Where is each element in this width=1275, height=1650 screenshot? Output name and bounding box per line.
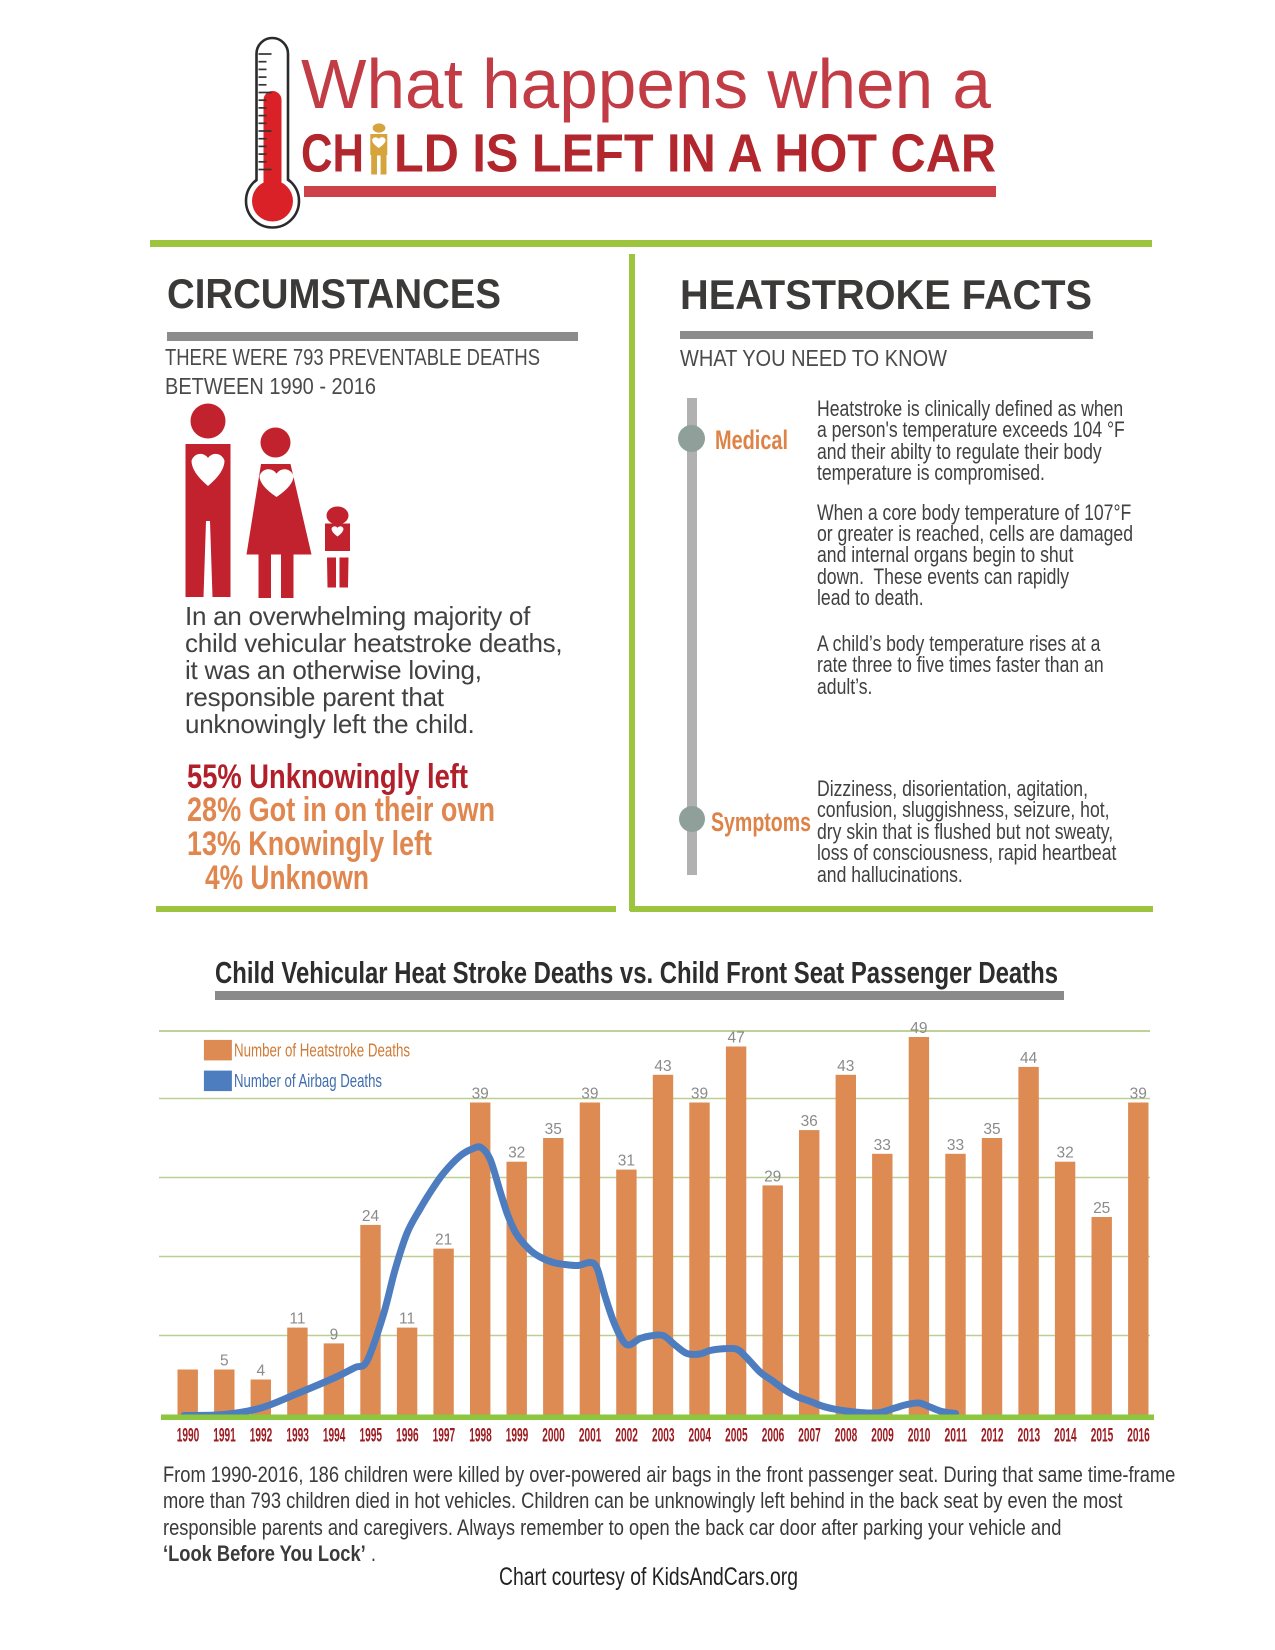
svg-text:31: 31 — [618, 1153, 635, 1170]
svg-text:39: 39 — [581, 1086, 598, 1103]
svg-text:1997: 1997 — [433, 1426, 456, 1447]
svg-text:1996: 1996 — [396, 1426, 419, 1447]
svg-text:39: 39 — [472, 1086, 489, 1103]
svg-text:2002: 2002 — [615, 1426, 638, 1447]
svg-text:21: 21 — [435, 1232, 452, 1249]
svg-text:1999: 1999 — [506, 1426, 529, 1447]
svg-text:2011: 2011 — [945, 1426, 968, 1447]
svg-text:Number of Heatstroke Deaths: Number of Heatstroke Deaths — [234, 1041, 410, 1061]
svg-text:43: 43 — [837, 1058, 854, 1075]
svg-text:Chart courtesy of KidsAndCars.: Chart courtesy of KidsAndCars.org — [499, 1563, 798, 1591]
svg-text:35: 35 — [545, 1121, 562, 1138]
svg-text:2013: 2013 — [1018, 1426, 1041, 1447]
svg-text:43: 43 — [654, 1058, 671, 1075]
svg-text:35: 35 — [983, 1121, 1000, 1138]
svg-text:36: 36 — [801, 1113, 818, 1130]
svg-text:32: 32 — [508, 1145, 525, 1162]
svg-text:25: 25 — [1093, 1200, 1110, 1217]
svg-text:THERE WERE 793 PREVENTABLE DEA: THERE WERE 793 PREVENTABLE DEATHS — [165, 344, 540, 370]
svg-text:What happens when a: What happens when a — [301, 45, 991, 123]
svg-text:1993: 1993 — [286, 1426, 309, 1447]
svg-text:2003: 2003 — [652, 1426, 675, 1447]
svg-text:39: 39 — [1130, 1086, 1147, 1103]
svg-text:29: 29 — [764, 1168, 781, 1185]
svg-text:1995: 1995 — [360, 1426, 383, 1447]
svg-text:33: 33 — [947, 1137, 964, 1154]
svg-text:2001: 2001 — [579, 1426, 602, 1447]
svg-text:Medical: Medical — [715, 425, 788, 455]
svg-text:Number of Airbag Deaths: Number of Airbag Deaths — [234, 1071, 382, 1091]
svg-text:HEATSTROKE FACTS: HEATSTROKE FACTS — [680, 271, 1092, 318]
svg-text:55% Unknowingly left: 55% Unknowingly left — [187, 758, 468, 796]
svg-text:2005: 2005 — [725, 1426, 748, 1447]
svg-text:LD IS LEFT IN A HOT CAR: LD IS LEFT IN A HOT CAR — [394, 123, 996, 183]
svg-text:2015: 2015 — [1091, 1426, 1114, 1447]
svg-text:9: 9 — [330, 1326, 339, 1343]
svg-text:49: 49 — [910, 1020, 927, 1037]
svg-text:WHAT YOU NEED TO KNOW: WHAT YOU NEED TO KNOW — [680, 345, 947, 371]
svg-text:4: 4 — [256, 1363, 265, 1380]
svg-text:2006: 2006 — [762, 1426, 785, 1447]
svg-text:2000: 2000 — [542, 1426, 565, 1447]
svg-text:47: 47 — [727, 1030, 744, 1047]
svg-text:5: 5 — [220, 1353, 229, 1370]
svg-text:2014: 2014 — [1054, 1426, 1077, 1447]
svg-text:BETWEEN 1990 - 2016: BETWEEN 1990 - 2016 — [165, 373, 376, 399]
svg-text:1990: 1990 — [177, 1426, 200, 1447]
svg-text:CIRCUMSTANCES: CIRCUMSTANCES — [167, 270, 501, 317]
svg-text:2009: 2009 — [871, 1426, 894, 1447]
svg-text:39: 39 — [691, 1086, 708, 1103]
svg-text:2008: 2008 — [835, 1426, 858, 1447]
svg-text:28% Got in on their own: 28% Got in on their own — [187, 791, 495, 829]
svg-text:33: 33 — [874, 1137, 891, 1154]
svg-text:1998: 1998 — [469, 1426, 492, 1447]
svg-text:44: 44 — [1020, 1050, 1038, 1067]
svg-text:24: 24 — [362, 1208, 380, 1225]
svg-text:2010: 2010 — [908, 1426, 931, 1447]
svg-text:2007: 2007 — [798, 1426, 821, 1447]
svg-text:2016: 2016 — [1127, 1426, 1150, 1447]
svg-text:11: 11 — [289, 1311, 305, 1328]
svg-text:2004: 2004 — [689, 1426, 712, 1447]
svg-text:11: 11 — [399, 1311, 415, 1328]
svg-text:13% Knowingly left: 13% Knowingly left — [187, 825, 432, 863]
svg-text:4% Unknown: 4% Unknown — [205, 859, 369, 897]
svg-text:2012: 2012 — [981, 1426, 1004, 1447]
svg-text:32: 32 — [1056, 1145, 1073, 1162]
svg-text:Symptoms: Symptoms — [711, 807, 811, 837]
svg-text:CH: CH — [301, 123, 364, 183]
svg-text:Child Vehicular Heat Stroke De: Child Vehicular Heat Stroke Deaths vs. C… — [215, 955, 1058, 990]
svg-text:1994: 1994 — [323, 1426, 346, 1447]
svg-text:1992: 1992 — [250, 1426, 272, 1447]
svg-text:1991: 1991 — [213, 1426, 236, 1447]
